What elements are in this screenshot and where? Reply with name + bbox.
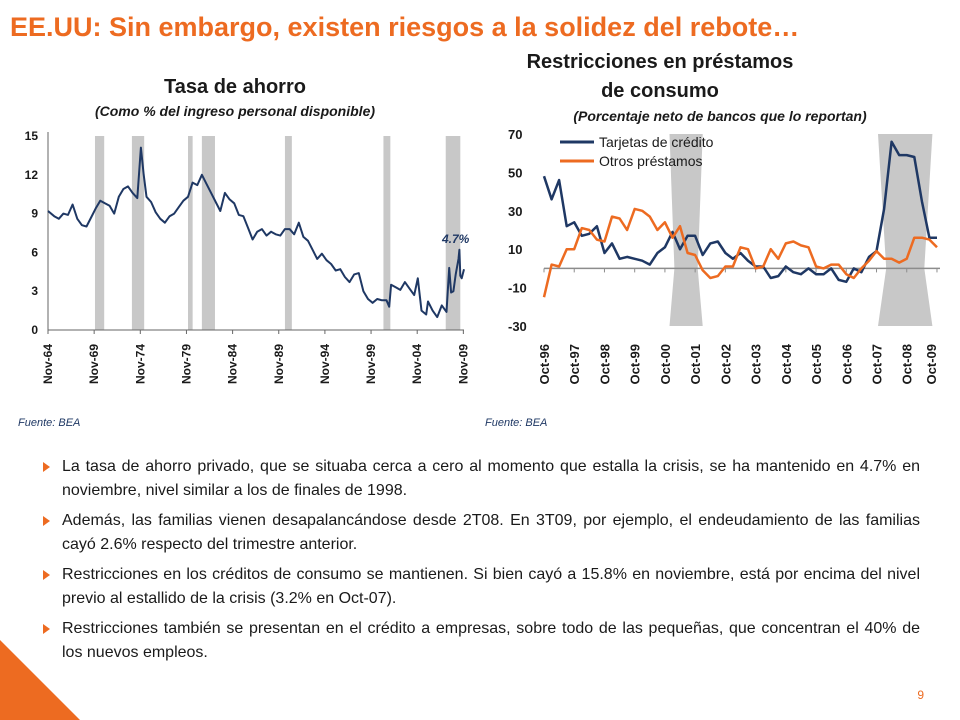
y-tick-label: 0 bbox=[31, 323, 38, 337]
chart2-source: Fuente: BEA bbox=[485, 417, 548, 429]
y-tick-label: 3 bbox=[31, 284, 38, 298]
y-tick-label: 15 bbox=[25, 129, 39, 143]
x-tick-label: Nov-74 bbox=[133, 344, 147, 384]
chart1-subtitle: (Como % del ingreso personal disponible) bbox=[94, 103, 376, 119]
x-tick-label: Nov-64 bbox=[41, 344, 55, 384]
other-loans-line bbox=[542, 207, 938, 298]
recession-band bbox=[94, 136, 105, 330]
bullet-item: Restricciones en los créditos de consumo… bbox=[40, 563, 920, 611]
x-tick-label: Oct-07 bbox=[870, 344, 885, 384]
chart2-subtitle: (Porcentaje neto de bancos que lo report… bbox=[573, 108, 867, 124]
recession-band bbox=[284, 136, 292, 330]
bullet-item: Restricciones también se presentan en el… bbox=[40, 617, 920, 665]
recession-band bbox=[669, 134, 703, 326]
chart1-title: Tasa de ahorro bbox=[164, 76, 306, 98]
bullet-arrow-icon bbox=[43, 462, 50, 472]
x-tick-label: Nov-84 bbox=[226, 344, 240, 384]
x-tick-label: Oct-01 bbox=[688, 344, 703, 384]
y-tick-label: 6 bbox=[31, 245, 38, 259]
x-tick-label: Oct-96 bbox=[537, 344, 552, 384]
x-tick-label: Oct-00 bbox=[658, 344, 673, 384]
slide-title: EE.UU: Sin embargo, existen riesgos a la… bbox=[10, 12, 800, 42]
y-tick-label: -30 bbox=[508, 319, 527, 334]
y-tick-label: 10 bbox=[508, 242, 522, 257]
x-tick-label: Oct-08 bbox=[900, 344, 915, 384]
x-tick-label: Nov-94 bbox=[318, 344, 332, 384]
bullet-arrow-icon bbox=[43, 570, 50, 580]
recession-band bbox=[878, 134, 933, 326]
y-tick-label: 12 bbox=[25, 168, 39, 182]
annotation-label: 4.7% bbox=[441, 232, 470, 246]
y-tick-label: 50 bbox=[508, 165, 522, 180]
y-tick-label: -10 bbox=[508, 281, 527, 296]
x-tick-label: Nov-99 bbox=[364, 344, 378, 384]
y-tick-label: 70 bbox=[508, 127, 522, 142]
y-tick-label: 30 bbox=[508, 204, 522, 219]
recession-band bbox=[188, 136, 193, 330]
bullet-list: La tasa de ahorro privado, que se situab… bbox=[40, 455, 920, 671]
x-tick-label: Oct-99 bbox=[628, 344, 643, 384]
recession-band bbox=[383, 136, 391, 330]
x-tick-label: Nov-04 bbox=[410, 344, 424, 384]
x-tick-label: Oct-06 bbox=[839, 344, 854, 384]
x-tick-label: Oct-04 bbox=[779, 343, 794, 384]
y-tick-label: 9 bbox=[31, 207, 38, 221]
bullet-arrow-icon bbox=[43, 516, 50, 526]
x-tick-label: Oct-98 bbox=[597, 344, 612, 384]
legend-label: Tarjetas de crédito bbox=[599, 134, 714, 150]
bullet-arrow-icon bbox=[43, 624, 50, 634]
savings-rate-line bbox=[47, 146, 465, 319]
x-tick-label: Nov-69 bbox=[87, 344, 101, 384]
page-number: 9 bbox=[917, 688, 924, 702]
chart2-title: Restricciones en préstamos de consumo bbox=[526, 51, 794, 102]
x-tick-label: Nov-09 bbox=[456, 344, 470, 384]
x-tick-label: Oct-97 bbox=[567, 344, 582, 384]
bullet-item: La tasa de ahorro privado, que se situab… bbox=[40, 455, 920, 503]
recession-band bbox=[201, 136, 215, 330]
bullet-item: Además, las familias vienen desapalancán… bbox=[40, 509, 920, 557]
credit-card-line bbox=[542, 140, 937, 284]
x-tick-label: Oct-09 bbox=[924, 344, 939, 384]
chart1-source: Fuente: BEA bbox=[18, 417, 81, 429]
recession-band bbox=[131, 136, 145, 330]
x-tick-label: Oct-02 bbox=[718, 344, 733, 384]
legend-label: Otros préstamos bbox=[599, 153, 702, 169]
x-tick-label: Nov-89 bbox=[272, 344, 286, 384]
x-tick-label: Oct-03 bbox=[749, 344, 764, 384]
x-tick-label: Oct-05 bbox=[809, 344, 824, 384]
x-tick-label: Nov-79 bbox=[179, 344, 193, 384]
